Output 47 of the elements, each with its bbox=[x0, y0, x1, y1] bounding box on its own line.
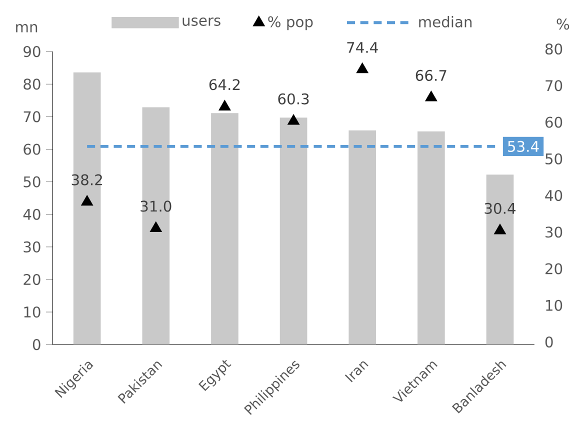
point bbox=[288, 114, 300, 125]
y2-tick-label: 0 bbox=[545, 336, 553, 348]
legend-label: median bbox=[419, 16, 472, 28]
data-label: 74.4 bbox=[347, 42, 378, 53]
y2-tick-label: 30 bbox=[546, 226, 562, 238]
y-tick-label: 60 bbox=[24, 144, 40, 155]
y-tick-label: 10 bbox=[24, 306, 40, 318]
y2-tick-label: 40 bbox=[545, 190, 562, 202]
point bbox=[425, 90, 438, 102]
y2-tick-label: 10 bbox=[546, 300, 562, 311]
data-label: 31.0 bbox=[140, 200, 172, 212]
y-axis-title: mn bbox=[16, 24, 38, 32]
y-tick-label: 80 bbox=[24, 78, 40, 90]
data-label: 60.3 bbox=[278, 93, 309, 104]
bar bbox=[348, 130, 376, 345]
y-tick-label: 0 bbox=[32, 339, 40, 350]
y2-tick-label: 80 bbox=[545, 43, 562, 55]
y-tick-label: 40 bbox=[23, 208, 40, 220]
data-label: 38.2 bbox=[72, 174, 102, 186]
y2-tick-label: 50 bbox=[546, 153, 562, 164]
y-tick-label: 30 bbox=[24, 241, 40, 252]
bar bbox=[142, 107, 170, 345]
y2-tick-label: 70 bbox=[546, 80, 562, 92]
y-tick-label: 90 bbox=[24, 46, 40, 58]
data-label: 64.2 bbox=[209, 79, 240, 90]
bar bbox=[73, 72, 101, 345]
y-tick-label: 50 bbox=[24, 176, 40, 188]
y2-tick-label: 60 bbox=[545, 116, 562, 128]
point bbox=[494, 224, 506, 234]
x-tick-label: Iran bbox=[344, 361, 368, 382]
bar bbox=[280, 118, 308, 345]
data-label: 66.7 bbox=[416, 70, 446, 81]
point bbox=[150, 222, 162, 232]
data-label: 30.4 bbox=[484, 202, 516, 214]
point bbox=[356, 62, 368, 74]
legend-label: users bbox=[182, 18, 220, 26]
bar bbox=[211, 113, 238, 345]
legend-label: % pop bbox=[268, 16, 313, 30]
data-label: 53.4 bbox=[508, 140, 539, 152]
point bbox=[81, 195, 94, 206]
y2-tick-label: 20 bbox=[546, 263, 562, 274]
y-tick-label: 70 bbox=[24, 111, 40, 122]
bar bbox=[418, 131, 445, 345]
bar bbox=[486, 174, 514, 345]
point bbox=[218, 100, 231, 110]
y-tick-label: 20 bbox=[24, 274, 40, 286]
y2-axis-title: % bbox=[556, 18, 570, 30]
